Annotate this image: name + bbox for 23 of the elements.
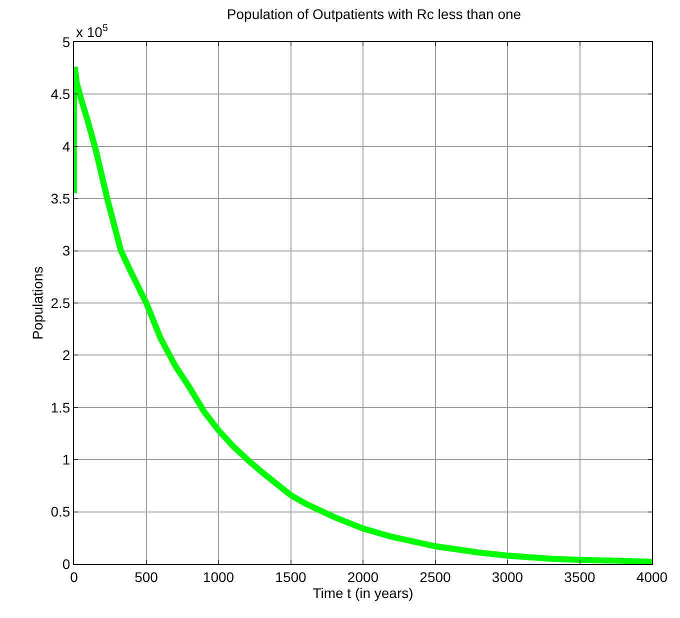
y-tick-label: 2 <box>62 347 70 364</box>
chart-title: Population of Outpatients with Rc less than one <box>226 6 522 22</box>
y-tick-label: 3 <box>62 242 70 259</box>
y-tick-label: 0 <box>62 556 70 572</box>
y-tick-label: 4.5 <box>50 86 70 102</box>
y-tick-label: 3.5 <box>50 190 70 206</box>
x-tick-label: 500 <box>134 568 158 585</box>
x-tick-label: 4000 <box>636 568 668 585</box>
x-tick-label: 2000 <box>347 568 379 585</box>
x-axis-title: Time t (in years) <box>312 585 414 602</box>
y-tick-label: 1 <box>62 452 70 468</box>
x-tick-label: 1500 <box>275 568 307 585</box>
x-tick-label: 2500 <box>420 568 452 585</box>
y-tick-label: 0.5 <box>50 504 70 520</box>
y-tick-label: 4 <box>62 138 70 154</box>
y-tick-label: 5 <box>62 34 70 50</box>
y-tick-label: 2.5 <box>50 294 70 311</box>
y-axis-title: Populations <box>29 266 46 340</box>
x-tick-label: 3000 <box>492 568 524 585</box>
text: x 10$^{5}$ <box>76 23 108 40</box>
x-tick-label: 3500 <box>564 568 596 585</box>
x-tick-label: 1000 <box>202 568 234 585</box>
y-tick-label: 1.5 <box>50 399 70 416</box>
